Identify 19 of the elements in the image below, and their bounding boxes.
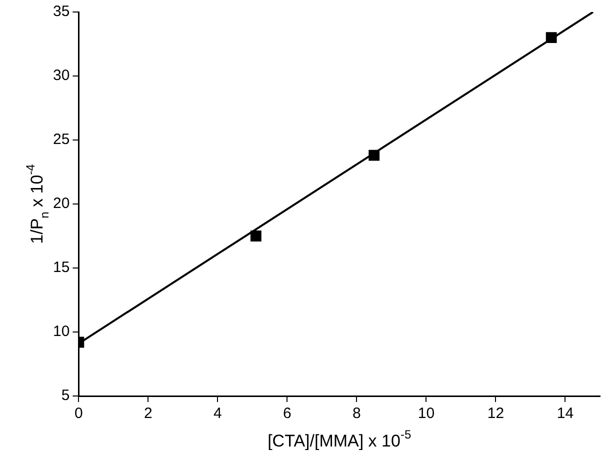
y-tick-label: 10	[52, 323, 70, 340]
y-tick-label: 30	[52, 67, 70, 84]
x-tick-label: 2	[144, 405, 152, 422]
x-tick-label: 8	[352, 405, 361, 422]
y-tick-label: 25	[52, 131, 70, 148]
x-tick-label: 14	[556, 405, 574, 422]
y-axis-title: 1/Pn x 10-4	[23, 164, 52, 244]
y-tick-label: 15	[52, 259, 70, 276]
x-tick-label: 4	[214, 405, 222, 422]
point	[546, 32, 557, 44]
y-tick-label: 35	[52, 3, 70, 20]
point	[250, 230, 262, 242]
y-tick-label: 5	[61, 387, 70, 404]
y-tick-label: 20	[52, 195, 70, 212]
x-tick-label: 12	[487, 405, 504, 422]
point	[368, 150, 380, 161]
x-tick-label: 0	[74, 405, 83, 422]
x-tick-label: 10	[418, 405, 435, 422]
x-tick-label: 6	[283, 405, 292, 422]
